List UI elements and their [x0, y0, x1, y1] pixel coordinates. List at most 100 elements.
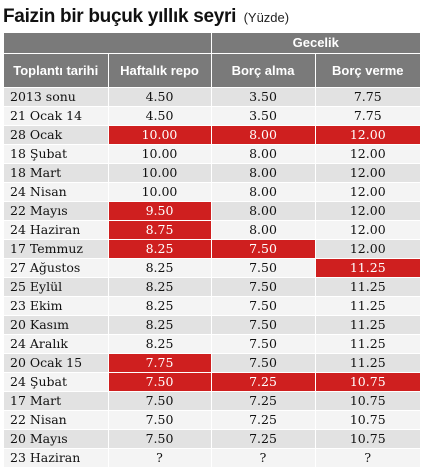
borrowing-cell: 7.50 [211, 297, 315, 316]
date-cell: 18 Şubat [4, 145, 108, 164]
lending-cell: 7.75 [315, 107, 420, 126]
borrowing-cell: 3.50 [211, 107, 315, 126]
weekly-repo-cell: 10.00 [108, 145, 211, 164]
borrowing-cell: 7.25 [211, 392, 315, 411]
column-header-date: Toplantı tarihi [4, 54, 108, 88]
date-cell: 17 Temmuz [4, 240, 108, 259]
lending-cell: 12.00 [315, 164, 420, 183]
weekly-repo-cell: 7.50 [108, 373, 211, 392]
weekly-repo-cell: 8.25 [108, 297, 211, 316]
borrowing-cell: 7.50 [211, 278, 315, 297]
weekly-repo-cell: 7.50 [108, 411, 211, 430]
borrowing-cell: 8.00 [211, 202, 315, 221]
lending-cell: 12.00 [315, 221, 420, 240]
date-cell: 21 Ocak 14 [4, 107, 108, 126]
date-cell: 2013 sonu [4, 88, 108, 107]
column-header-lending: Borç verme [315, 54, 420, 88]
borrowing-cell: 7.50 [211, 354, 315, 373]
date-cell: 24 Haziran [4, 221, 108, 240]
lending-cell: 11.25 [315, 316, 420, 335]
weekly-repo-cell: 8.25 [108, 240, 211, 259]
borrowing-cell: 8.00 [211, 164, 315, 183]
date-cell: 17 Mart [4, 392, 108, 411]
date-cell: 24 Şubat [4, 373, 108, 392]
weekly-repo-cell: ? [108, 449, 211, 467]
borrowing-cell: 8.00 [211, 183, 315, 202]
weekly-repo-cell: 10.00 [108, 126, 211, 145]
lending-cell: 11.25 [315, 354, 420, 373]
date-cell: 20 Kasım [4, 316, 108, 335]
date-cell: 25 Eylül [4, 278, 108, 297]
lending-cell: 10.75 [315, 430, 420, 449]
weekly-repo-cell: 4.50 [108, 107, 211, 126]
borrowing-cell: 8.00 [211, 221, 315, 240]
borrowing-cell: 7.50 [211, 240, 315, 259]
date-cell: 27 Ağustos [4, 259, 108, 278]
borrowing-cell: 7.50 [211, 259, 315, 278]
date-cell: 23 Ekim [4, 297, 108, 316]
weekly-repo-cell: 7.50 [108, 430, 211, 449]
date-cell: 18 Mart [4, 164, 108, 183]
date-cell: 23 Haziran [4, 449, 108, 467]
date-cell: 24 Aralık [4, 335, 108, 354]
column-header-row: Toplantı tarihi Haftalık repo Borç alma … [4, 54, 420, 88]
weekly-repo-cell: 8.75 [108, 221, 211, 240]
borrowing-cell: 8.00 [211, 126, 315, 145]
date-cell: 24 Nisan [4, 183, 108, 202]
column-header-weekly-repo: Haftalık repo [108, 54, 211, 88]
borrowing-cell: 7.50 [211, 316, 315, 335]
lending-cell: 12.00 [315, 126, 420, 145]
weekly-repo-cell: 10.00 [108, 183, 211, 202]
borrowing-cell: 7.25 [211, 373, 315, 392]
lending-cell: 7.75 [315, 88, 420, 107]
lending-cell: 11.25 [315, 297, 420, 316]
weekly-repo-cell: 4.50 [108, 88, 211, 107]
lending-cell: 12.00 [315, 145, 420, 164]
date-cell: 22 Nisan [4, 411, 108, 430]
date-cell: 20 Mayıs [4, 430, 108, 449]
lending-cell: 10.75 [315, 411, 420, 430]
lending-cell: 12.00 [315, 240, 420, 259]
borrowing-cell: 8.00 [211, 145, 315, 164]
figure: Faizin bir buçuk yıllık seyri (Yüzde) Ge… [0, 0, 424, 447]
borrowing-cell: 7.25 [211, 411, 315, 430]
weekly-repo-cell: 8.25 [108, 316, 211, 335]
lending-cell: 10.75 [315, 373, 420, 392]
lending-cell: ? [315, 449, 420, 467]
chart-title-block: Faizin bir buçuk yıllık seyri (Yüzde) [3, 6, 289, 28]
group-header-blank [4, 33, 211, 54]
rate-table: Gecelik Toplantı tarihi Haftalık repo Bo… [4, 32, 420, 467]
chart-subtitle: (Yüzde) [244, 10, 290, 25]
group-header-gecelik: Gecelik [211, 33, 420, 54]
weekly-repo-cell: 9.50 [108, 202, 211, 221]
date-cell: 20 Ocak 15 [4, 354, 108, 373]
weekly-repo-cell: 8.25 [108, 278, 211, 297]
table-row: 23 Haziran??? [4, 449, 420, 467]
column-header-borrowing: Borç alma [211, 54, 315, 88]
lending-cell: 11.25 [315, 335, 420, 354]
date-cell: 28 Ocak [4, 126, 108, 145]
chart-title: Faizin bir buçuk yıllık seyri [3, 6, 236, 27]
weekly-repo-cell: 10.00 [108, 164, 211, 183]
lending-cell: 11.25 [315, 259, 420, 278]
weekly-repo-cell: 8.25 [108, 259, 211, 278]
lending-cell: 12.00 [315, 202, 420, 221]
